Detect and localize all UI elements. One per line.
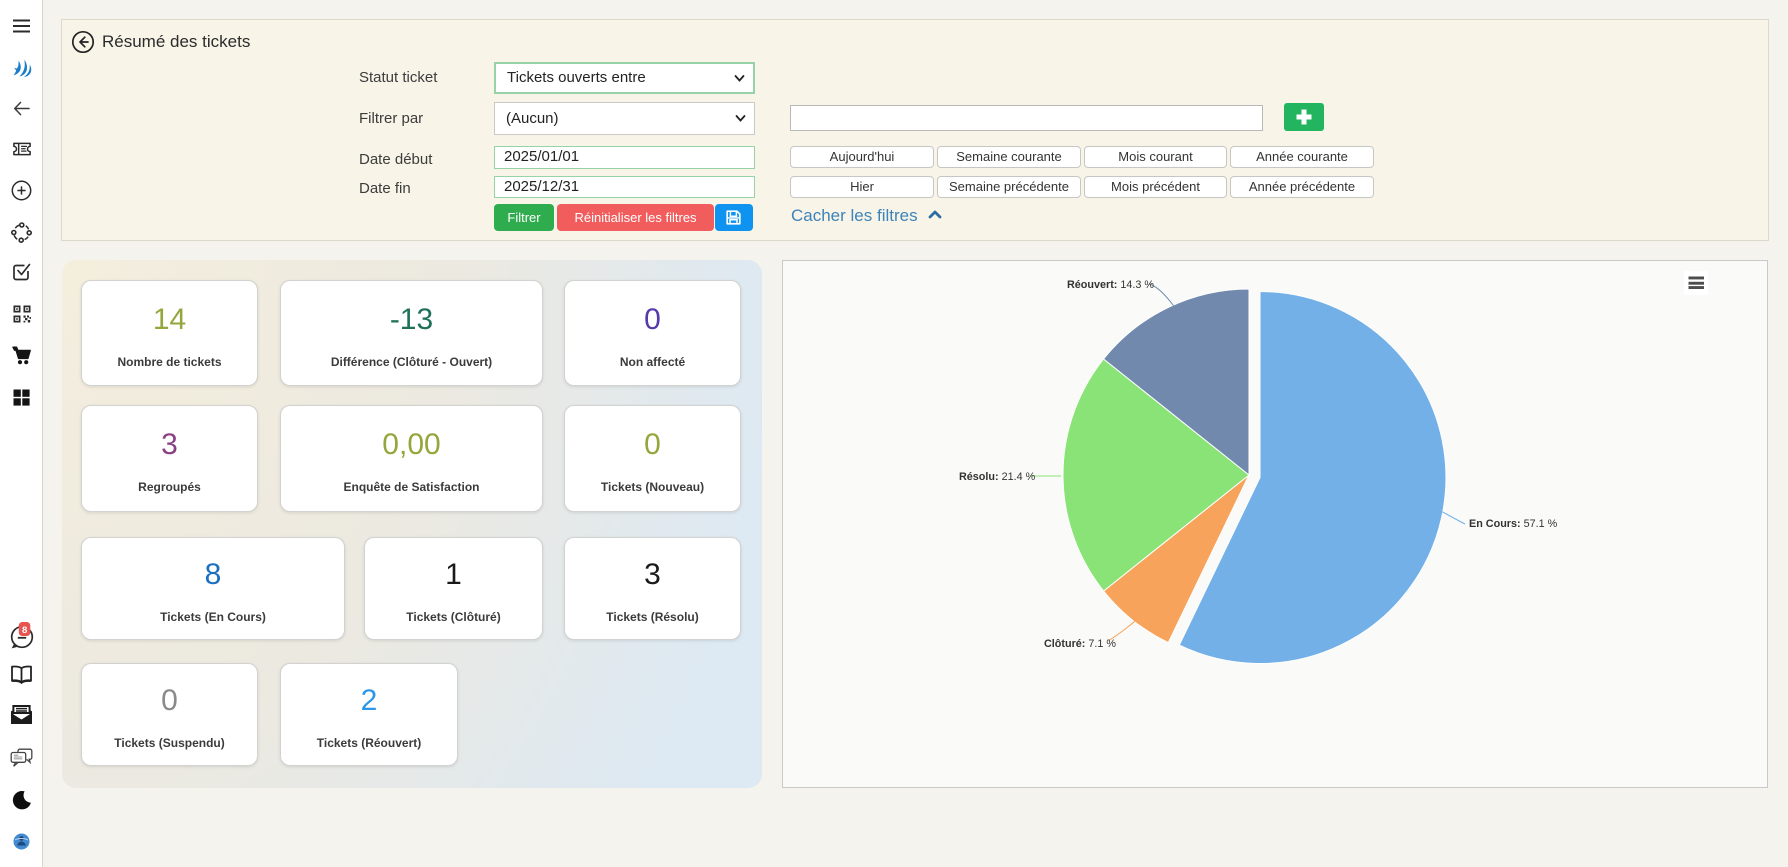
svg-text:Réouvert: 14.3 %: Réouvert: 14.3 % [1067,279,1154,291]
svg-text:En Cours: 57.1 %: En Cours: 57.1 % [1469,518,1558,530]
svg-text:Clôturé: 7.1 %: Clôturé: 7.1 % [1044,638,1116,650]
svg-text:8: 8 [21,625,26,636]
svg-text:Résolu: 21.4 %: Résolu: 21.4 % [959,471,1036,483]
